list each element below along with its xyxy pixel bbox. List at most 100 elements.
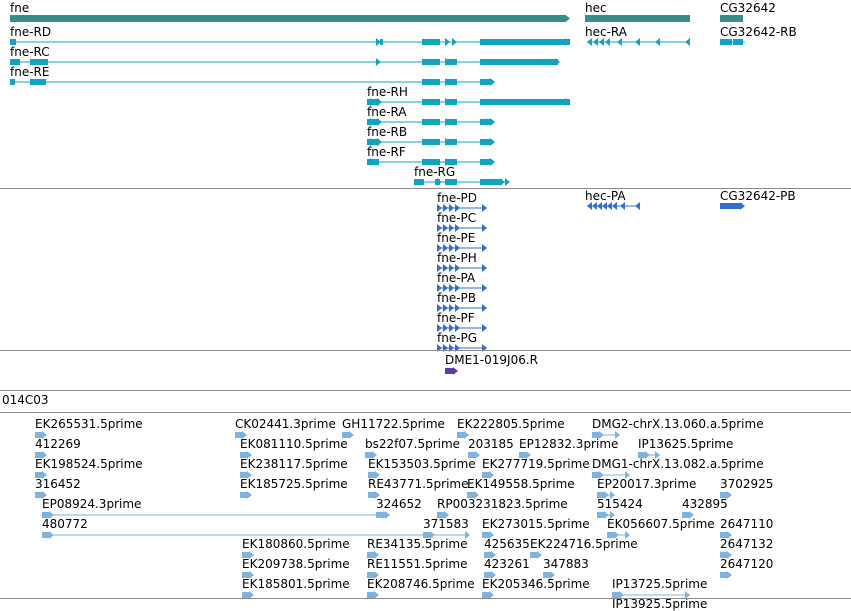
dme-feature[interactable] (453, 367, 458, 375)
est-bs22f07-5prime[interactable] (365, 452, 372, 458)
protein-fne-pe[interactable] (443, 244, 448, 252)
est-ek208746-5prime[interactable] (374, 591, 379, 599)
est-ek222805-5prime[interactable] (457, 432, 464, 438)
transcript-fne-re-label[interactable]: fne-RE (10, 65, 50, 79)
est-316452[interactable] (35, 492, 42, 498)
est-ek180860-5prime[interactable] (242, 552, 249, 558)
protein-fne-pb[interactable] (455, 304, 460, 312)
protein-fne-pb[interactable] (437, 304, 442, 312)
transcript-cg32642-rb[interactable] (733, 39, 743, 45)
est-ek149558-5prime-label[interactable]: EK149558.5prime (467, 477, 575, 491)
gene-label-fne[interactable]: fne (10, 1, 30, 15)
est-425635[interactable] (484, 552, 491, 558)
transcript-fne-rf-label[interactable]: fne-RF (367, 145, 406, 159)
protein-fne-pd[interactable] (482, 204, 487, 212)
protein-hec-pa-label[interactable]: hec-PA (585, 189, 626, 203)
protein-fne-pg-label[interactable]: fne-PG (437, 331, 478, 345)
transcript-fne-rd[interactable] (380, 39, 383, 45)
transcript-fne-rc[interactable] (445, 58, 450, 66)
est-432895[interactable] (682, 512, 689, 518)
protein-hec-pa[interactable] (592, 202, 597, 210)
est-ek153503-5prime[interactable] (368, 472, 375, 478)
protein-cg32642-pb[interactable] (720, 203, 740, 209)
est-re11551-5prime[interactable] (374, 571, 379, 579)
protein-fne-pc-label[interactable]: fne-PC (437, 211, 477, 225)
est-316452-label[interactable]: 316452 (35, 477, 81, 491)
est-gh11722-5prime[interactable] (349, 431, 354, 439)
est-re34135-5prime-label[interactable]: RE34135.5prime (367, 537, 468, 551)
est-ip13625-5prime[interactable] (645, 451, 650, 459)
est-ek273015-5prime[interactable] (489, 531, 494, 539)
est-ek198524-5prime[interactable] (42, 471, 47, 479)
transcript-fne-rb[interactable] (445, 139, 457, 145)
transcript-fne-rh[interactable] (377, 98, 382, 106)
est-2647110[interactable] (727, 531, 732, 539)
est-re34135-5prime[interactable] (367, 552, 374, 558)
gene-bar-fne[interactable] (10, 15, 565, 22)
est-ep20017-3prime[interactable] (610, 491, 615, 499)
protein-hec-pa[interactable] (597, 202, 602, 210)
protein-fne-pe-label[interactable]: fne-PE (437, 231, 476, 245)
est-ek277719-5prime[interactable] (482, 472, 489, 478)
est-ek180860-5prime[interactable] (249, 551, 254, 559)
est-ep08924-3prime-label[interactable]: EP08924.3prime (42, 497, 142, 511)
protein-fne-pe[interactable] (449, 244, 454, 252)
transcript-fne-rc[interactable] (376, 58, 381, 66)
est-re43771-5prime[interactable] (375, 491, 380, 499)
est-ek273015-5prime-label[interactable]: EK273015.5prime (482, 517, 590, 531)
protein-fne-pe[interactable] (437, 244, 442, 252)
est-ip13725-5prime[interactable] (619, 591, 624, 599)
est-ip13625-5prime[interactable] (655, 451, 660, 459)
est-dmg1-chrx-13-082-a-5prime[interactable] (625, 471, 630, 479)
est-ek185725-5prime[interactable] (240, 492, 247, 498)
est-ep12832-3prime[interactable] (526, 451, 531, 459)
protein-hec-pa[interactable] (620, 202, 625, 210)
transcript-fne-re[interactable] (445, 78, 450, 86)
est-ek205346-5prime-label[interactable]: EK205346.5prime (482, 577, 590, 591)
est-347883[interactable] (543, 572, 550, 578)
est-ip13725-5prime-label[interactable]: IP13725.5prime (612, 577, 708, 591)
est-ck02441-3prime-label[interactable]: CK02441.3prime (235, 417, 336, 431)
transcript-hec-ra[interactable] (605, 38, 610, 46)
transcript-fne-rb-label[interactable]: fne-RB (367, 125, 408, 139)
gene-label-hec[interactable]: hec (585, 1, 607, 15)
transcript-cg32642-rb-label[interactable]: CG32642-RB (720, 25, 797, 39)
est-2647120[interactable] (727, 571, 732, 579)
protein-fne-pf[interactable] (482, 324, 487, 332)
transcript-fne-rh[interactable] (480, 99, 570, 105)
est-480772-label[interactable]: 480772 (42, 517, 88, 531)
est-203185[interactable] (475, 451, 480, 459)
protein-fne-ph[interactable] (443, 264, 448, 272)
transcript-fne-rb[interactable] (445, 138, 450, 146)
est-ek081110-5prime[interactable] (247, 451, 252, 459)
est-480772[interactable] (42, 532, 49, 538)
est-ep20017-3prime[interactable] (597, 492, 604, 498)
transcript-fne-rh[interactable] (445, 99, 457, 105)
gene-label-cg32642[interactable]: CG32642 (720, 1, 776, 15)
transcript-fne-rh-label[interactable]: fne-RH (367, 85, 408, 99)
transcript-hec-ra[interactable] (635, 38, 640, 46)
protein-fne-pb-label[interactable]: fne-PB (437, 291, 477, 305)
protein-hec-pa[interactable] (587, 202, 592, 210)
est-dmg1-chrx-13-082-a-5prime[interactable] (599, 471, 604, 479)
transcript-fne-re[interactable] (422, 79, 440, 85)
est-ek238117-5prime[interactable] (240, 472, 247, 478)
est-ek277719-5prime-label[interactable]: EK277719.5prime (482, 457, 590, 471)
est-ek153503-5prime[interactable] (375, 471, 380, 479)
transcript-fne-rg[interactable] (437, 178, 442, 186)
est-480772[interactable] (465, 531, 470, 539)
est-ep20017-3prime[interactable] (604, 491, 609, 499)
est-2647110-label[interactable]: 2647110 (720, 517, 774, 531)
est-rp003231823-5prime[interactable] (437, 512, 444, 518)
est-ck02441-3prime[interactable] (235, 432, 242, 438)
est-ek149558-5prime[interactable] (467, 492, 474, 498)
est-515424-label[interactable]: 515424 (597, 497, 643, 511)
protein-fne-pc[interactable] (443, 224, 448, 232)
transcript-hec-ra[interactable] (587, 38, 592, 46)
dme-label[interactable]: DME1-019J06.R (445, 353, 539, 367)
gene-bar-fne[interactable] (565, 14, 570, 23)
transcript-fne-rd[interactable] (445, 38, 450, 46)
est-re43771-5prime[interactable] (368, 492, 375, 498)
transcript-fne-rc[interactable] (30, 59, 48, 65)
protein-fne-pa[interactable] (437, 284, 442, 292)
